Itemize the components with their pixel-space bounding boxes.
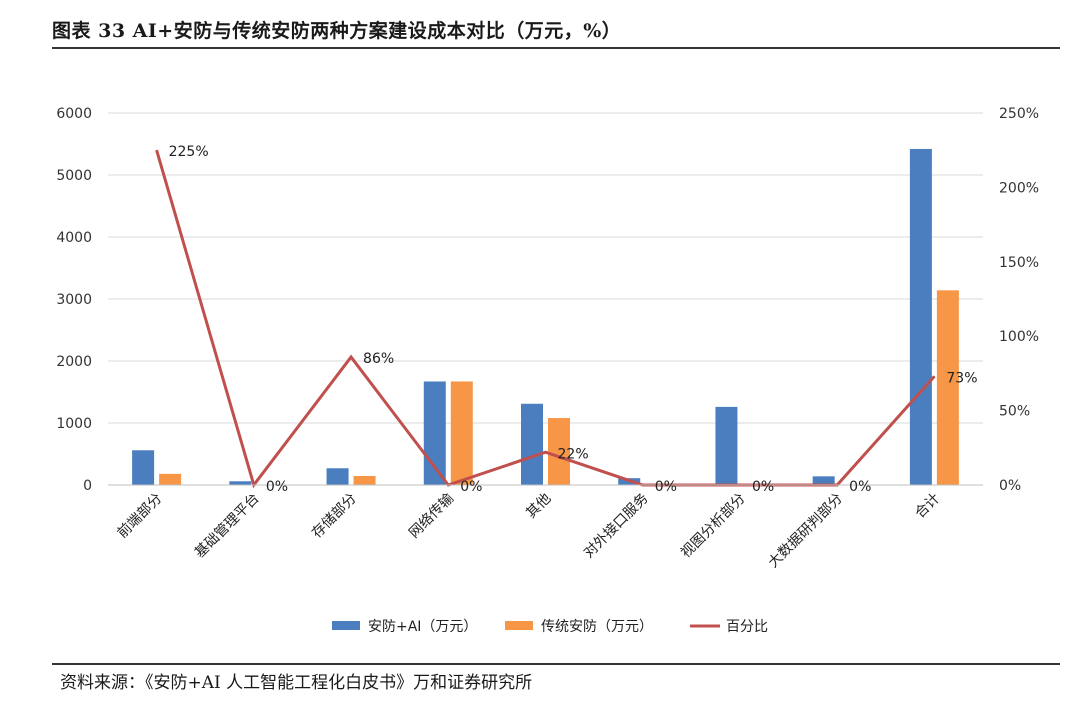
y-right-tick-label: 200%	[999, 180, 1039, 196]
legend-label: 安防+AI（万元）	[368, 619, 477, 635]
percentage-data-label: 0%	[752, 479, 774, 495]
legend-item: 百分比	[690, 619, 768, 635]
legend-item: 安防+AI（万元）	[332, 619, 477, 635]
bar-ai-security	[812, 476, 835, 485]
y-right-tick-label: 100%	[999, 329, 1039, 345]
legend-label: 传统安防（万元）	[541, 619, 653, 635]
bar-traditional-security	[548, 418, 570, 485]
bar-traditional-security	[353, 476, 376, 485]
y-left-tick-label: 1000	[56, 416, 92, 432]
bar-ai-security	[909, 148, 932, 485]
bar-ai-security	[715, 406, 738, 485]
bar-traditional-security	[450, 381, 473, 485]
percentage-data-label: 73%	[946, 370, 977, 386]
percentage-line	[155, 149, 936, 489]
legend-label: 百分比	[726, 619, 768, 635]
x-category-label: 大数据研判部分	[765, 491, 846, 572]
percentage-data-label: 0%	[460, 479, 482, 495]
title-rule	[52, 47, 1060, 49]
y-right-tick-label: 150%	[999, 255, 1039, 271]
bar-ai-security	[132, 450, 155, 485]
y-right-tick-label: 0%	[999, 478, 1021, 494]
bar-ai-security	[521, 403, 543, 485]
x-category-label: 基础管理平台	[191, 490, 262, 561]
percentage-point	[545, 451, 546, 453]
y-right-tick-label: 250%	[999, 106, 1039, 122]
percentage-data-label: 86%	[363, 351, 394, 367]
y-left-tick-label: 5000	[56, 168, 92, 184]
x-category-label: 合计	[912, 491, 943, 522]
legend-swatch	[332, 621, 360, 630]
x-category-label: 存储部分	[309, 491, 360, 542]
x-category-label: 其他	[523, 491, 554, 522]
source-rule	[52, 663, 1060, 665]
bar-traditional-security	[936, 290, 959, 485]
x-category-label: 前端部分	[114, 490, 166, 542]
percentage-point	[350, 356, 352, 358]
bar-ai-security	[229, 481, 252, 485]
bar-ai-security	[326, 468, 349, 485]
bar-traditional-security	[159, 473, 182, 485]
source-note: 资料来源：《安防+AI 人工智能工程化白皮书》万和证券研究所	[60, 673, 533, 693]
y-left-tick-label: 2000	[56, 354, 92, 370]
y-right-tick-label: 50%	[999, 404, 1030, 420]
y-left-tick-label: 3000	[56, 292, 92, 308]
x-category-label: 视图分析部分	[678, 491, 749, 562]
percentage-point	[933, 375, 935, 377]
x-category-label: 对外接口服务	[580, 490, 651, 561]
combo-chart: 0 1000 2000 3000 4000 5000 6000 0% 50% 100% 150% 20…	[56, 106, 1039, 635]
percentage-data-label: 225%	[169, 144, 209, 160]
legend-item: 传统安防（万元）	[505, 619, 653, 635]
percentage-data-label: 22%	[558, 446, 589, 462]
percentage-data-label: 0%	[655, 479, 677, 495]
y-left-tick-label: 6000	[56, 106, 92, 122]
y-left-tick-label: 4000	[56, 230, 92, 246]
y-left-tick-label: 0	[83, 478, 92, 494]
chart-title: 图表 33 AI+安防与传统安防两种方案建设成本对比（万元，%）	[52, 20, 622, 42]
percentage-data-label: 0%	[849, 479, 871, 495]
x-category-label: 网络传输	[406, 491, 457, 542]
percentage-data-label: 0%	[266, 479, 288, 495]
percentage-point	[156, 149, 158, 151]
legend-swatch	[505, 621, 533, 630]
